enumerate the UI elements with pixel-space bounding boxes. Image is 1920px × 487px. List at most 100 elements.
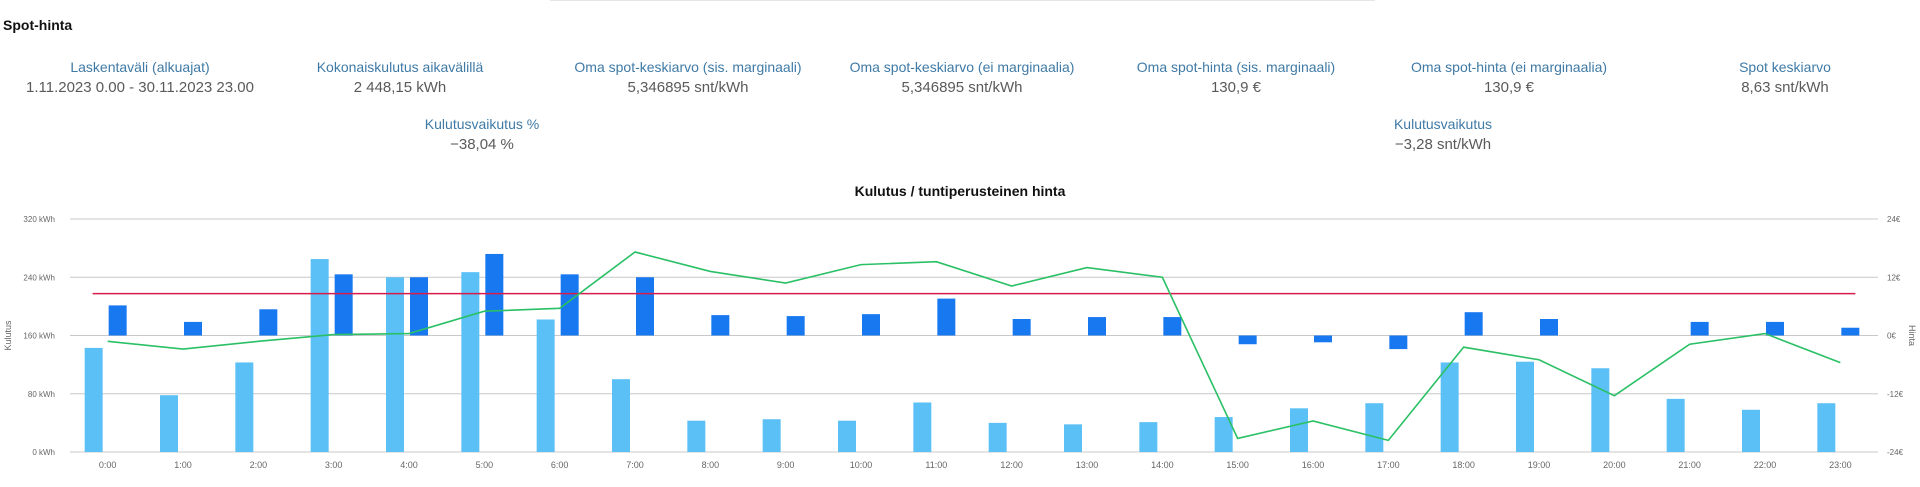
x-tick-label: 11:00 (925, 460, 947, 470)
y2-tick-label: -24€ (1887, 448, 1904, 457)
price-bar (786, 316, 805, 336)
metric-period: Laskentaväli (alkuajat) 1.11.2023 0.00 -… (0, 59, 290, 96)
metric-consumption-effect-value: −3,28 snt/kWh (1394, 136, 1492, 153)
metric-spot-average-value: 8,63 snt/kWh (1741, 79, 1829, 96)
consumption-bar (1817, 403, 1836, 452)
y2-axis-label: Hinta (1907, 325, 1917, 346)
y-tick-label: 0 kWh (32, 448, 55, 457)
metric-own-spot-price-incl-margin-label: Oma spot-hinta (sis. marginaali) (1136, 59, 1336, 75)
metric-total-consumption-label: Kokonaiskulutus aikavälillä (316, 59, 484, 75)
metric-own-spot-avg-excl-margin-label: Oma spot-keskiarvo (ei marginaalia) (849, 59, 1075, 75)
metric-own-spot-avg-incl-margin-value: 5,346895 snt/kWh (627, 79, 749, 96)
x-tick-label: 16:00 (1302, 460, 1325, 470)
consumption-bar (84, 347, 103, 452)
y2-tick-label: -12€ (1887, 390, 1904, 399)
metric-own-spot-avg-incl-margin-label: Oma spot-keskiarvo (sis. marginaali) (574, 59, 802, 75)
x-tick-label: 9:00 (777, 460, 795, 470)
consumption-bar (1516, 361, 1534, 452)
x-tick-label: 15:00 (1226, 460, 1249, 470)
x-tick-label: 5:00 (476, 460, 494, 470)
x-tick-label: 7:00 (626, 460, 644, 470)
metric-own-spot-avg-incl-margin: Oma spot-keskiarvo (sis. marginaali) 5,3… (538, 59, 838, 96)
price-bar (1766, 321, 1784, 336)
y-tick-label: 160 kWh (23, 332, 55, 341)
consumption-bar (1742, 409, 1760, 452)
consumption-bar (1214, 417, 1233, 452)
x-tick-label: 6:00 (551, 460, 569, 470)
price-bar (862, 314, 880, 336)
y2-tick-label: 0€ (1887, 332, 1896, 341)
metric-consumption-effect: Kulutusvaikutus −3,28 snt/kWh (1293, 116, 1593, 153)
price-bar (1841, 327, 1860, 336)
price-bar (1088, 317, 1106, 336)
metric-own-spot-price-incl-margin: Oma spot-hinta (sis. marginaali) 130,9 € (1086, 59, 1386, 96)
price-bar (636, 277, 654, 336)
consumption-bar (235, 362, 254, 452)
consumption-bar (1064, 424, 1082, 452)
consumption-bar (310, 259, 329, 452)
price-bar (259, 309, 278, 336)
x-tick-label: 21:00 (1678, 460, 1701, 470)
y-tick-label: 320 kWh (23, 215, 55, 224)
consumption-bar (160, 395, 178, 452)
consumption-bar (838, 420, 856, 452)
x-tick-label: 4:00 (400, 460, 418, 470)
metric-own-spot-avg-excl-margin: Oma spot-keskiarvo (ei marginaalia) 5,34… (812, 59, 1112, 96)
consumption-bar (1139, 422, 1158, 452)
consumption-bar (1666, 398, 1685, 452)
metric-consumption-effect-percent-value: −38,04 % (450, 136, 514, 153)
consumption-bar (913, 402, 932, 452)
x-tick-label: 18:00 (1452, 460, 1475, 470)
x-tick-label: 10:00 (850, 460, 873, 470)
y2-tick-label: 12€ (1887, 273, 1901, 282)
metric-total-consumption-value: 2 448,15 kWh (353, 79, 447, 96)
consumption-bar (461, 272, 480, 452)
metric-own-spot-price-excl-margin-label: Oma spot-hinta (ei marginaalia) (1410, 59, 1608, 75)
price-bar (1314, 335, 1332, 343)
metric-own-spot-price-excl-margin: Oma spot-hinta (ei marginaalia) 130,9 € (1359, 59, 1659, 96)
x-tick-label: 0:00 (99, 460, 117, 470)
price-bar (1464, 312, 1483, 336)
metric-spot-average: Spot keskiarvo 8,63 snt/kWh (1635, 59, 1920, 96)
y-tick-label: 240 kWh (23, 273, 55, 282)
chart-title: Kulutus / tuntiperusteinen hinta (854, 183, 1066, 199)
price-bar (184, 321, 202, 336)
page-title: Spot-hinta (3, 17, 73, 33)
y-axis-label: Kulutus (3, 320, 13, 351)
consumption-bar (1591, 368, 1610, 452)
x-tick-label: 22:00 (1754, 460, 1777, 470)
consumption-bar (988, 422, 1007, 452)
price-bar (410, 277, 428, 336)
price-bar (1238, 335, 1257, 345)
metric-period-value: 1.11.2023 0.00 - 30.11.2023 23.00 (26, 79, 254, 96)
price-bar (1012, 318, 1031, 336)
metric-own-spot-avg-excl-margin-value: 5,346895 snt/kWh (901, 79, 1023, 96)
consumption-bar (687, 420, 706, 452)
metric-consumption-effect-percent-label: Kulutusvaikutus % (424, 116, 540, 132)
x-tick-label: 13:00 (1076, 460, 1099, 470)
price-bar (108, 305, 127, 336)
price-bar (334, 274, 353, 336)
price-bar (485, 253, 504, 336)
consumption-bar (612, 379, 630, 452)
consumption-bar (536, 319, 555, 452)
consumption-bar (762, 419, 781, 452)
metric-period-label: Laskentaväli (alkuajat) (70, 59, 210, 75)
price-bar (937, 298, 956, 336)
x-tick-label: 12:00 (1000, 460, 1023, 470)
consumption-bar (1440, 362, 1459, 452)
price-bar (711, 315, 730, 336)
consumption-bar (1290, 408, 1308, 452)
x-tick-label: 19:00 (1528, 460, 1551, 470)
consumption-price-chart: 0 kWh -24€ 80 kWh -12€ 160 kWh 0€ 240 kWh 12€ 32… (3, 215, 1917, 470)
metric-spot-average-label: Spot keskiarvo (1739, 59, 1831, 75)
metric-consumption-effect-percent: Kulutusvaikutus % −38,04 % (332, 116, 632, 153)
x-tick-label: 14:00 (1151, 460, 1174, 470)
consumption-bar (1365, 403, 1384, 452)
metric-total-consumption: Kokonaiskulutus aikavälillä 2 448,15 kWh (250, 59, 550, 96)
metric-own-spot-price-excl-margin-value: 130,9 € (1483, 79, 1535, 96)
x-tick-label: 2:00 (250, 460, 268, 470)
x-tick-label: 8:00 (702, 460, 720, 470)
x-tick-label: 17:00 (1377, 460, 1400, 470)
price-bar (560, 274, 579, 336)
